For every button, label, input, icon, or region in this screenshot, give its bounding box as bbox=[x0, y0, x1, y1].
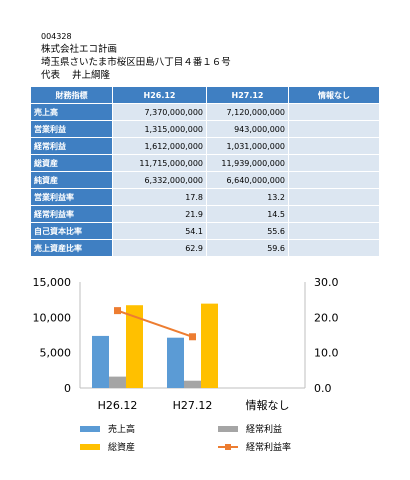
y2-tick-label: 0.0 bbox=[314, 382, 332, 395]
y-tick-label: 5,000 bbox=[40, 347, 72, 360]
financial-table: 財務指標 H26.12 H27.12 情報なし 売上高 7,370,000,000… bbox=[30, 86, 380, 257]
table-row: 純資産 6,332,000,000 6,640,000,000 bbox=[30, 171, 380, 189]
row-label: 総資産 bbox=[30, 154, 113, 172]
y2-tick-label: 30.0 bbox=[314, 276, 339, 289]
x-tick-label: 情報なし bbox=[246, 399, 290, 412]
cell-h27: 13.2 bbox=[206, 188, 289, 206]
legend-item-total-assets: 総資産 bbox=[80, 440, 135, 453]
bar bbox=[184, 380, 201, 388]
legend-swatch bbox=[218, 425, 238, 432]
line-point bbox=[114, 307, 121, 315]
legend-label: 売上高 bbox=[108, 425, 136, 435]
y2-tick-label: 20.0 bbox=[314, 311, 339, 324]
cell-h26: 7,370,000,000 bbox=[112, 103, 207, 121]
cell-h26: 17.8 bbox=[112, 188, 207, 206]
cell-na bbox=[288, 239, 380, 257]
cell-h27: 1,031,000,000 bbox=[206, 137, 289, 155]
cell-h26: 6,332,000,000 bbox=[112, 171, 207, 189]
table-row: 自己資本比率 54.1 55.6 bbox=[30, 222, 380, 240]
cell-h27: 55.6 bbox=[206, 222, 289, 240]
table-row: 営業利益率 17.8 13.2 bbox=[30, 188, 380, 206]
cell-h27: 6,640,000,000 bbox=[206, 171, 289, 189]
company-code: 004328 bbox=[41, 32, 72, 41]
legend-label: 総資産 bbox=[108, 443, 136, 453]
cell-na bbox=[288, 188, 380, 206]
cell-h26: 62.9 bbox=[112, 239, 207, 257]
cell-na bbox=[288, 222, 380, 240]
legend-swatch bbox=[80, 425, 100, 432]
x-tick-label: H26.12 bbox=[98, 399, 138, 412]
legend-swatch bbox=[80, 443, 100, 450]
legend-line-marker bbox=[218, 443, 238, 450]
row-label: 純資産 bbox=[30, 171, 113, 189]
bar bbox=[109, 376, 126, 388]
line-point bbox=[189, 333, 196, 341]
table-header-row: 財務指標 H26.12 H27.12 情報なし bbox=[30, 86, 380, 104]
cell-na bbox=[288, 205, 380, 223]
cell-h27: 943,000,000 bbox=[206, 120, 289, 138]
legend-item-ordinary-margin: 経常利益率 bbox=[218, 440, 291, 453]
table-row: 総資産 11,715,000,000 11,939,000,000 bbox=[30, 154, 380, 172]
table-row: 営業利益 1,315,000,000 943,000,000 bbox=[30, 120, 380, 138]
y-tick-label: 15,000 bbox=[33, 276, 72, 289]
row-label: 売上資産比率 bbox=[30, 239, 113, 257]
cell-h26: 1,315,000,000 bbox=[112, 120, 207, 138]
row-label: 営業利益 bbox=[30, 120, 113, 138]
bar bbox=[167, 337, 184, 388]
row-label: 経常利益率 bbox=[30, 205, 113, 223]
cell-h26: 11,715,000,000 bbox=[112, 154, 207, 172]
cell-h26: 54.1 bbox=[112, 222, 207, 240]
cell-h26: 21.9 bbox=[112, 205, 207, 223]
y-tick-label: 0 bbox=[64, 382, 71, 395]
company-representative: 代表 井上綱隆 bbox=[41, 69, 231, 82]
table-row: 経常利益 1,612,000,000 1,031,000,000 bbox=[30, 137, 380, 155]
company-header: 004328 株式会社エコ計画 埼玉県さいたま市桜区田島八丁目４番１６号 代表井… bbox=[41, 30, 231, 82]
x-tick-label: H27.12 bbox=[173, 399, 213, 412]
bar bbox=[92, 335, 109, 388]
bar bbox=[126, 305, 143, 388]
table-row: 売上資産比率 62.9 59.6 bbox=[30, 239, 380, 257]
table-header-cell: 財務指標 bbox=[30, 86, 113, 104]
rep-name: 井上綱隆 bbox=[72, 70, 111, 81]
row-label: 自己資本比率 bbox=[30, 222, 113, 240]
y-tick-label: 10,000 bbox=[33, 311, 72, 324]
row-label: 経常利益 bbox=[30, 137, 113, 155]
cell-h27: 59.6 bbox=[206, 239, 289, 257]
cell-h27: 14.5 bbox=[206, 205, 289, 223]
legend-label: 経常利益率 bbox=[246, 443, 292, 453]
row-label: 売上高 bbox=[30, 103, 113, 121]
cell-h27: 7,120,000,000 bbox=[206, 103, 289, 121]
cell-na bbox=[288, 171, 380, 189]
table-header-cell: 情報なし bbox=[288, 86, 380, 104]
cell-h26: 1,612,000,000 bbox=[112, 137, 207, 155]
cell-h27: 11,939,000,000 bbox=[206, 154, 289, 172]
cell-na bbox=[288, 154, 380, 172]
bar bbox=[201, 303, 218, 388]
cell-na bbox=[288, 137, 380, 155]
legend-label: 経常利益 bbox=[246, 425, 283, 435]
financial-chart: 0 5,000 10,000 15,000 0.0 10.0 20.0 30.0 H26.12 H… bbox=[33, 276, 339, 412]
table-row: 経常利益率 21.9 14.5 bbox=[30, 205, 380, 223]
series-line bbox=[117, 309, 193, 338]
table-header-cell: H26.12 bbox=[112, 86, 207, 104]
legend-item-ordinary-profit: 経常利益 bbox=[218, 422, 282, 435]
chart-legend: 売上高 経常利益 総資産 経常利益率 bbox=[80, 420, 380, 462]
rep-title: 代表 bbox=[41, 70, 61, 81]
y2-tick-label: 10.0 bbox=[314, 347, 339, 360]
legend-item-sales: 売上高 bbox=[80, 422, 135, 435]
company-name: 株式会社エコ計画 bbox=[41, 44, 118, 55]
cell-na bbox=[288, 120, 380, 138]
company-address: 埼玉県さいたま市桜区田島八丁目４番１６号 bbox=[41, 57, 231, 68]
row-label: 営業利益率 bbox=[30, 188, 113, 206]
table-header-cell: H27.12 bbox=[206, 86, 289, 104]
cell-na bbox=[288, 103, 380, 121]
table-row: 売上高 7,370,000,000 7,120,000,000 bbox=[30, 103, 380, 121]
